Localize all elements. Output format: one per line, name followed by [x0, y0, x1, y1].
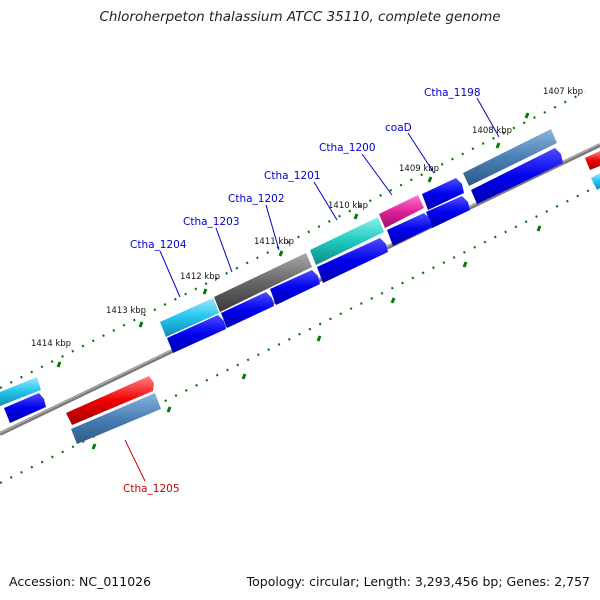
leader-lines — [124, 97, 500, 482]
kbp-label: 1411 kbp — [254, 237, 294, 247]
gene-bar-ctha-1201[interactable] — [214, 253, 312, 312]
cds-track — [4, 148, 563, 423]
map-title: Chloroherpeton thalassium ATCC 35110, co… — [99, 9, 501, 25]
cds-arrow[interactable] — [426, 196, 470, 228]
gene-bar-ctha-1205[interactable] — [66, 376, 154, 425]
gene-bar-edge-left[interactable] — [0, 377, 41, 406]
gene-label-ctha-1198[interactable]: Ctha_1198 — [424, 87, 481, 99]
gene-bar-ctha-1204[interactable] — [160, 298, 219, 337]
kbp-labels: 1407 kbp 1408 kbp 1409 kbp 1410 kbp 1411… — [31, 87, 583, 349]
cds-arrow[interactable] — [4, 393, 46, 423]
gene-bar-edge-right-cyan[interactable] — [591, 173, 600, 190]
kbp-label: 1412 kbp — [180, 272, 220, 282]
genome-summary-text: Topology: circular; Length: 3,293,456 bp… — [246, 574, 590, 589]
gene-bar-ctha-1198[interactable] — [463, 129, 557, 186]
gene-bar-ctha-1200[interactable] — [310, 217, 384, 265]
kbp-label: 1410 kbp — [328, 201, 368, 211]
inner-scale-ticks — [0, 184, 600, 484]
cds-arrow[interactable] — [387, 213, 432, 246]
inner-gene-track — [66, 376, 161, 444]
kbp-label: 1408 kbp — [472, 126, 512, 136]
gene-bar-coad[interactable] — [379, 195, 424, 228]
gene-label-ctha-1201[interactable]: Ctha_1201 — [264, 170, 321, 182]
accession-text: Accession: NC_011026 — [9, 574, 152, 589]
gene-bar-edge-right-red[interactable] — [585, 151, 600, 170]
cds-arrow[interactable] — [471, 148, 563, 204]
gene-labels: Ctha_1198 coaD Ctha_1200 Ctha_1201 Ctha_… — [123, 87, 481, 495]
gene-track — [0, 129, 600, 406]
cds-arrow[interactable] — [221, 292, 274, 328]
gene-label-ctha-1200[interactable]: Ctha_1200 — [319, 142, 376, 154]
gene-label-ctha-1204[interactable]: Ctha_1204 — [130, 239, 187, 251]
kbp-label: 1413 kbp — [106, 306, 146, 316]
gene-label-ctha-1205[interactable]: Ctha_1205 — [123, 483, 180, 495]
kbp-label: 1409 kbp — [399, 164, 439, 174]
major-ticks-inner — [91, 225, 542, 450]
kbp-label: 1407 kbp — [543, 87, 583, 97]
gene-label-coad[interactable]: coaD — [385, 122, 412, 134]
cds-arrow[interactable] — [270, 270, 320, 305]
gene-label-ctha-1203[interactable]: Ctha_1203 — [183, 216, 240, 228]
gene-label-ctha-1202[interactable]: Ctha_1202 — [228, 193, 285, 205]
major-ticks-outer — [56, 112, 530, 368]
cds-arrow[interactable] — [167, 315, 226, 353]
cds-arrow[interactable] — [422, 178, 464, 210]
kbp-label: 1414 kbp — [31, 339, 71, 349]
gene-bar-ctha-1205-steel[interactable] — [71, 393, 161, 444]
cds-arrow[interactable] — [317, 238, 388, 283]
